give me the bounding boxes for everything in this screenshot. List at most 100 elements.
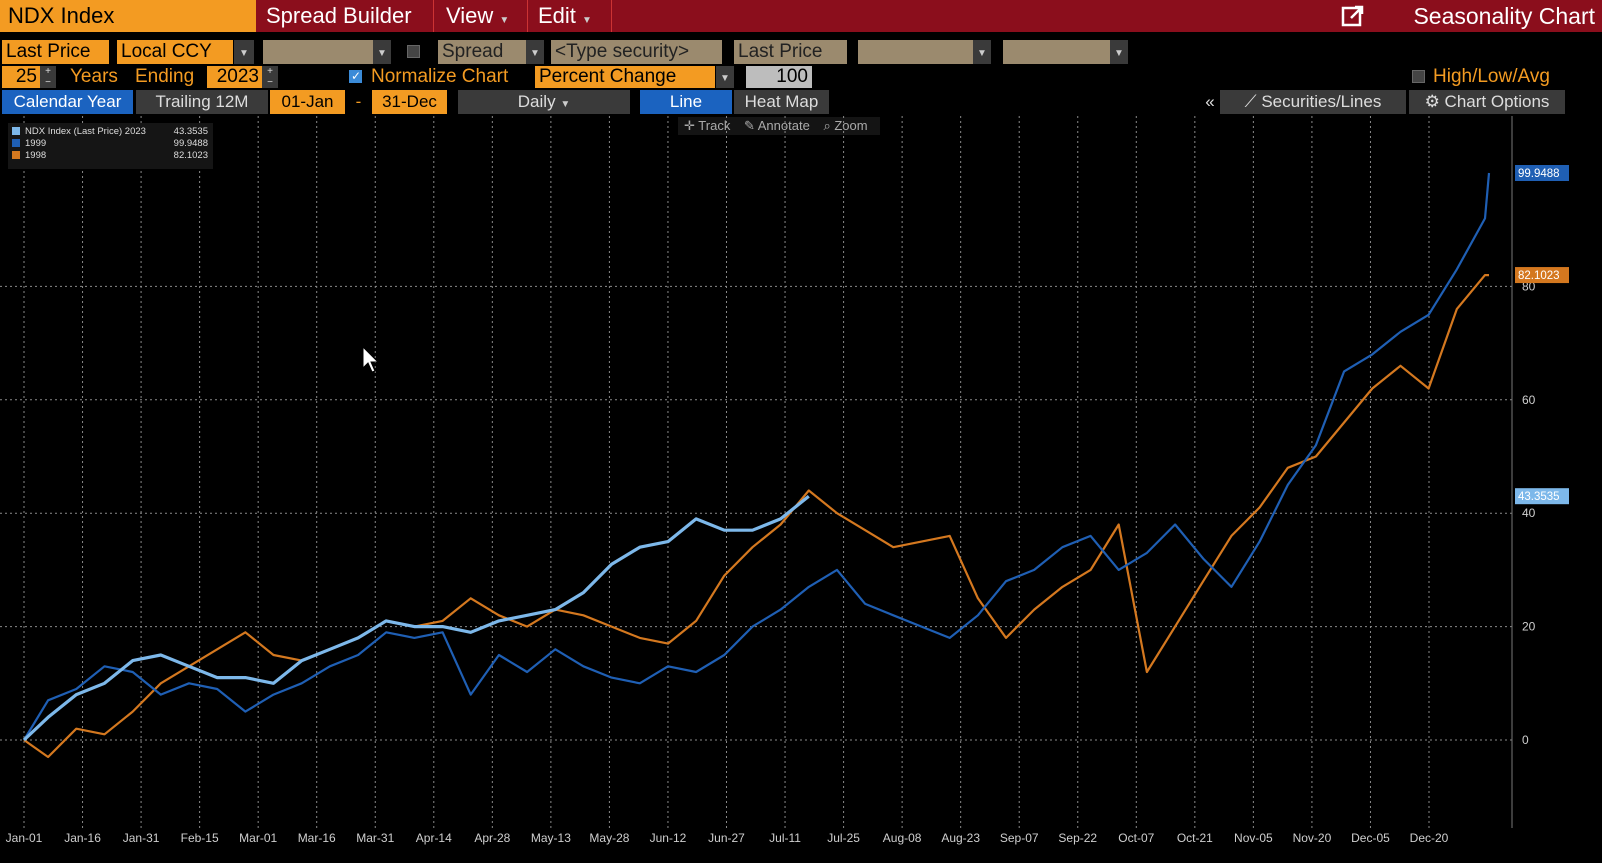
x-tick-label: Sep-22 — [1058, 831, 1097, 845]
frequency-select[interactable]: Daily ▼ — [458, 90, 630, 114]
ending-year-value: 2023 — [216, 66, 259, 87]
track-button[interactable]: ✛ Track — [684, 118, 730, 133]
ending-year-input[interactable]: 2023 — [207, 66, 262, 88]
price-field-2-label: Last Price — [738, 41, 823, 62]
security-field[interactable]: NDX Index — [0, 0, 256, 32]
x-tick-label: Nov-05 — [1234, 831, 1273, 845]
end-date-input[interactable]: 31-Dec — [372, 90, 447, 114]
annotate-label: Annotate — [757, 118, 810, 133]
normalize-label: Normalize Chart — [371, 66, 509, 87]
series-line-1999 — [23, 172, 1491, 741]
chart-options-button[interactable]: ⚙ Chart Options — [1409, 90, 1565, 114]
x-tick-label: Mar-31 — [356, 831, 394, 845]
securities-lines-button[interactable]: ⟋ Securities/Lines — [1220, 90, 1406, 114]
x-tick-label: Oct-07 — [1118, 831, 1154, 845]
plus-icon[interactable]: + — [267, 66, 273, 77]
y-tick-label: 0 — [1522, 733, 1529, 747]
years-label: Years — [70, 66, 118, 87]
blank-select-2[interactable] — [858, 40, 973, 64]
ending-year-stepper[interactable]: + − — [262, 66, 278, 88]
type-security-label: <Type security> — [555, 41, 690, 62]
mode-select[interactable]: Percent Change — [535, 66, 715, 88]
blank-select-3[interactable] — [1003, 40, 1110, 64]
tab-line[interactable]: Line — [640, 90, 732, 114]
securities-label: Securities/Lines — [1261, 92, 1382, 111]
trailing-label: Trailing 12M — [155, 92, 249, 111]
x-tick-label: Feb-15 — [181, 831, 219, 845]
normalize-checkbox[interactable] — [349, 69, 362, 83]
chevron-down-icon: ▼ — [720, 73, 730, 84]
start-date-input[interactable]: 01-Jan — [270, 90, 345, 114]
x-tick-label: Jul-11 — [769, 831, 801, 845]
base-value: 100 — [776, 66, 808, 87]
currency-dropdown-button[interactable]: ▼ — [234, 40, 254, 64]
x-tick-label: Oct-21 — [1177, 831, 1213, 845]
x-tick-label: Dec-05 — [1351, 831, 1390, 845]
plus-icon[interactable]: + — [45, 66, 51, 77]
type-security-input[interactable]: <Type security> — [551, 40, 722, 64]
spread-select[interactable]: Spread — [438, 40, 526, 64]
chevron-down-icon: ▼ — [239, 48, 249, 59]
price-field-label: Last Price — [6, 41, 91, 62]
legend-box — [8, 123, 213, 169]
tab-heat-map[interactable]: Heat Map — [734, 90, 829, 114]
price-field-select[interactable]: Last Price — [2, 40, 109, 64]
chevron-down-icon: ▼ — [377, 48, 387, 59]
line-chart-icon: ⟋ — [1244, 92, 1257, 111]
mode-label: Percent Change — [539, 66, 677, 87]
base-value-input[interactable]: 100 — [746, 66, 812, 88]
legend-swatch — [12, 127, 20, 135]
price-field-2-select[interactable]: Last Price — [734, 40, 847, 64]
zoom-label: Zoom — [834, 118, 868, 133]
legend-entry: 1998 — [25, 150, 46, 161]
spread-dropdown[interactable]: ▼ — [526, 40, 544, 64]
x-tick-label: Sep-07 — [1000, 831, 1039, 845]
blank-select-1-dropdown[interactable]: ▼ — [373, 40, 391, 64]
chevron-down-icon: ▼ — [582, 15, 592, 26]
x-tick-label: Jun-12 — [650, 831, 687, 845]
x-tick-label: Jun-27 — [708, 831, 745, 845]
years-value: 25 — [15, 66, 37, 87]
x-tick-label: Aug-23 — [941, 831, 980, 845]
external-link-icon[interactable] — [1340, 3, 1366, 29]
start-date: 01-Jan — [281, 92, 334, 111]
blank-select-1[interactable] — [263, 40, 373, 64]
series-line-ndx — [22, 494, 810, 742]
minus-icon[interactable]: − — [45, 77, 51, 88]
ending-label: Ending — [135, 66, 195, 87]
blank-select-3-dropdown[interactable]: ▼ — [1110, 40, 1128, 64]
collapse-button[interactable]: « — [1203, 90, 1217, 114]
collapse-icon: « — [1205, 92, 1215, 111]
spread-checkbox[interactable] — [407, 45, 420, 58]
date-range-dash: - — [355, 92, 362, 111]
currency-label: Local CCY — [121, 41, 212, 62]
view-menu[interactable]: View ▼ — [438, 0, 528, 32]
edit-menu[interactable]: Edit ▼ — [530, 0, 612, 32]
tab-trailing-12m[interactable]: Trailing 12M — [136, 90, 268, 114]
zoom-button[interactable]: ⌕ Zoom — [823, 118, 867, 133]
blank-select-2-dropdown[interactable]: ▼ — [973, 40, 991, 64]
seasonality-chart[interactable]: Jan-01 Jan-16 Jan-31 Feb-15 Mar-01 Mar-16 Mar-… — [0, 116, 1602, 863]
frequency-label: Daily — [517, 92, 556, 111]
currency-select[interactable]: Local CCY — [117, 40, 233, 64]
line-label: Line — [669, 92, 703, 111]
spread-builder-button[interactable]: Spread Builder — [258, 0, 434, 32]
chart-toolbar: ✛ Track ✎ Annotate ⌕ Zoom — [678, 117, 880, 135]
chevron-down-icon: ▼ — [499, 15, 510, 26]
legend-value: 43.3535 — [174, 126, 208, 137]
magnifier-icon: ⌕ — [823, 118, 831, 133]
chart-options-label: Chart Options — [1444, 92, 1550, 111]
mode-dropdown[interactable]: ▼ — [716, 66, 734, 88]
x-tick-label: Jan-31 — [123, 831, 160, 845]
chevron-down-icon: ▼ — [1114, 48, 1124, 59]
years-stepper[interactable]: + − — [40, 66, 56, 88]
track-label: Track — [698, 118, 731, 133]
end-date: 31-Dec — [382, 92, 437, 111]
minus-icon[interactable]: − — [267, 77, 273, 88]
high-low-avg-checkbox[interactable] — [1412, 70, 1425, 83]
x-tick-label: Nov-20 — [1293, 831, 1332, 845]
years-input[interactable]: 25 — [2, 66, 40, 88]
y-tick-label: 20 — [1522, 620, 1536, 634]
tab-calendar-year[interactable]: Calendar Year — [2, 90, 133, 114]
annotate-button[interactable]: ✎ Annotate — [744, 118, 810, 133]
